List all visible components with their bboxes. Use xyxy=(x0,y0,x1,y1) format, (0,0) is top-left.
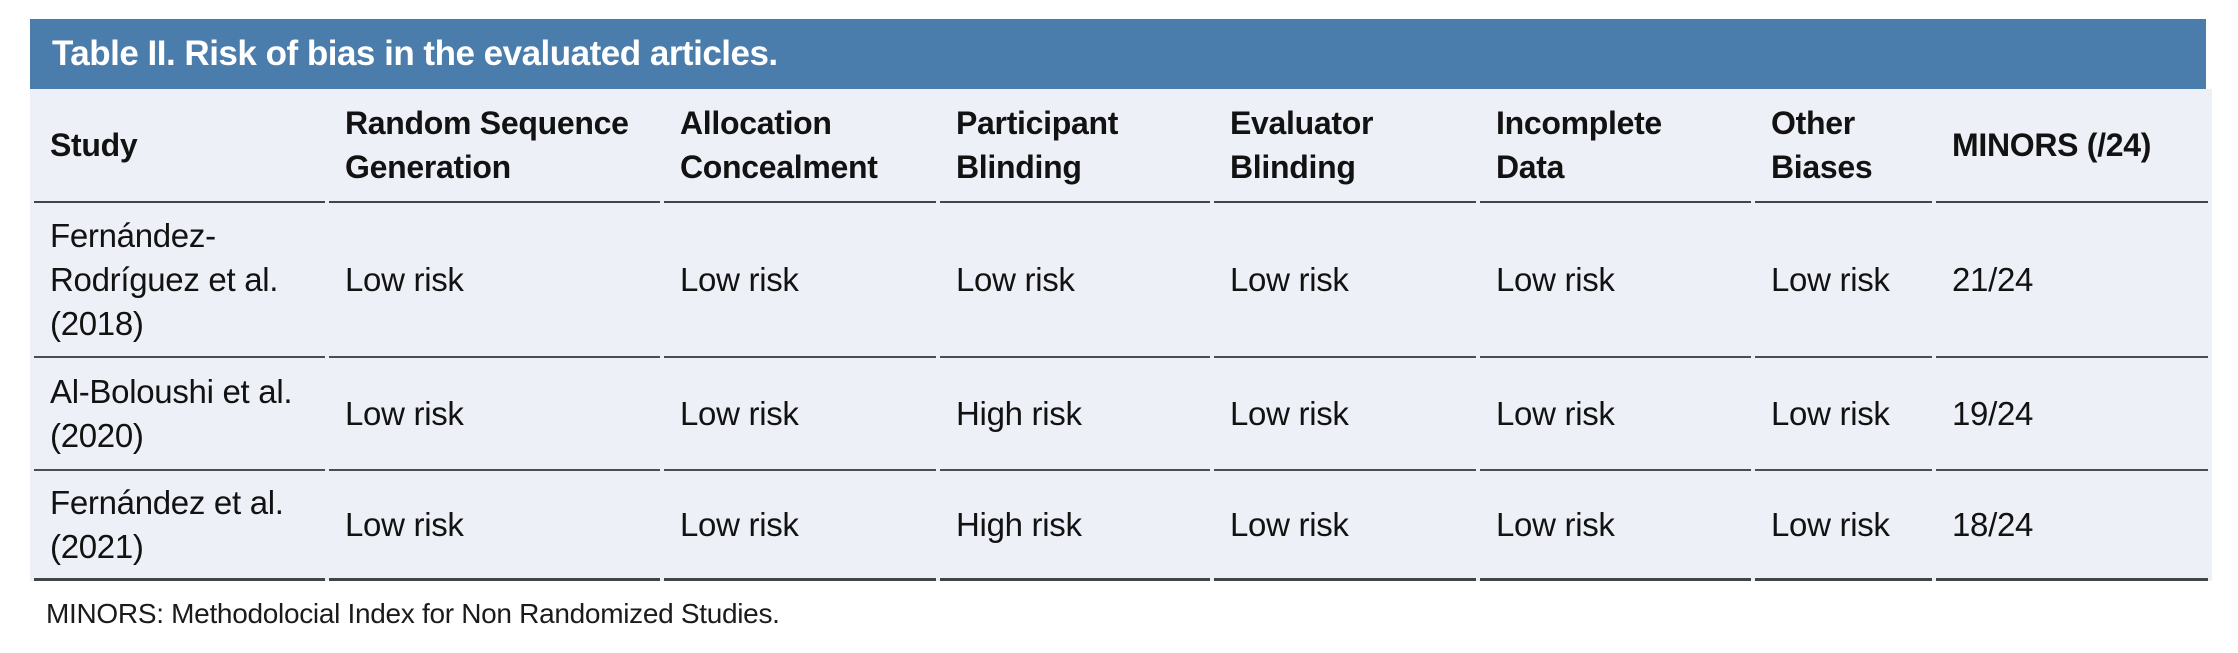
cell-minors-score: 19/24 xyxy=(1936,358,2208,471)
cell-random-sequence-generation: Low risk xyxy=(329,471,660,581)
table-title: Table II. Risk of bias in the evaluated … xyxy=(52,34,778,73)
column-header-other-biases: Other Biases xyxy=(1755,89,1932,203)
cell-study: Al-Boloushi et al. (2020) xyxy=(34,358,325,471)
cell-minors-score: 18/24 xyxy=(1936,471,2208,581)
cell-allocation-concealment: Low risk xyxy=(664,358,936,471)
risk-of-bias-table: Table II. Risk of bias in the evaluated … xyxy=(30,19,2212,581)
cell-participant-blinding: Low risk xyxy=(940,203,1210,358)
header-row: Study Random Sequence Generation Allocat… xyxy=(34,89,2208,203)
cell-incomplete-data: Low risk xyxy=(1480,358,1751,471)
cell-evaluator-blinding: Low risk xyxy=(1214,358,1476,471)
cell-study: Fernández et al. (2021) xyxy=(34,471,325,581)
column-header-allocation-concealment: Allocation Concealment xyxy=(664,89,936,203)
column-header-study: Study xyxy=(34,89,325,203)
cell-participant-blinding: High risk xyxy=(940,471,1210,581)
column-header-evaluator-blinding: Evaluator Blinding xyxy=(1214,89,1476,203)
cell-participant-blinding: High risk xyxy=(940,358,1210,471)
cell-incomplete-data: Low risk xyxy=(1480,471,1751,581)
column-header-random-sequence-generation: Random Sequence Generation xyxy=(329,89,660,203)
cell-minors-score: 21/24 xyxy=(1936,203,2208,358)
cell-evaluator-blinding: Low risk xyxy=(1214,203,1476,358)
bias-table: Study Random Sequence Generation Allocat… xyxy=(30,89,2212,581)
cell-other-biases: Low risk xyxy=(1755,358,1932,471)
cell-other-biases: Low risk xyxy=(1755,203,1932,358)
cell-evaluator-blinding: Low risk xyxy=(1214,471,1476,581)
column-header-minors: MINORS (/24) xyxy=(1936,89,2208,203)
cell-study: Fernández- Rodríguez et al. (2018) xyxy=(34,203,325,358)
column-header-participant-blinding: Participant Blinding xyxy=(940,89,1210,203)
table-row: Al-Boloushi et al. (2020) Low risk Low r… xyxy=(34,358,2208,471)
column-header-incomplete-data: Incomplete Data xyxy=(1480,89,1751,203)
cell-allocation-concealment: Low risk xyxy=(664,471,936,581)
table-title-bar: Table II. Risk of bias in the evaluated … xyxy=(30,19,2206,89)
cell-other-biases: Low risk xyxy=(1755,471,1932,581)
table-footnote: MINORS: Methodolocial Index for Non Rand… xyxy=(46,598,780,629)
table-row: Fernández- Rodríguez et al. (2018) Low r… xyxy=(34,203,2208,358)
cell-random-sequence-generation: Low risk xyxy=(329,358,660,471)
cell-allocation-concealment: Low risk xyxy=(664,203,936,358)
cell-random-sequence-generation: Low risk xyxy=(329,203,660,358)
cell-incomplete-data: Low risk xyxy=(1480,203,1751,358)
table-row: Fernández et al. (2021) Low risk Low ris… xyxy=(34,471,2208,581)
